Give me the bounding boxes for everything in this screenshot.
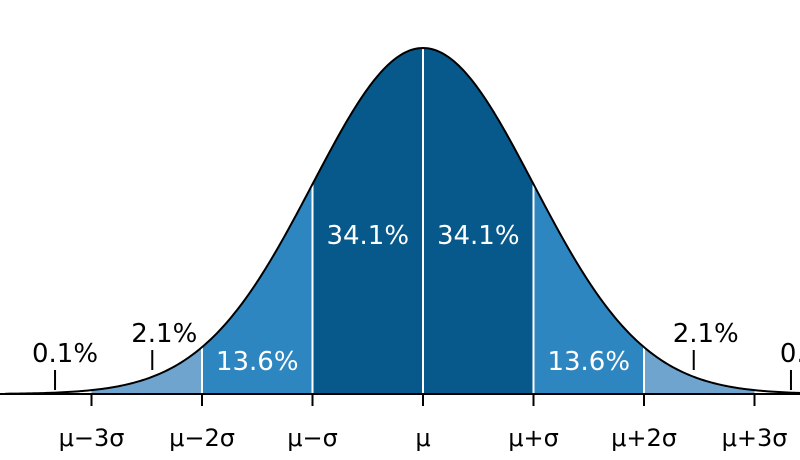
x-tick-label: μ+σ (508, 424, 559, 452)
density-curve (5, 46, 800, 395)
x-tick-label: μ (415, 424, 430, 452)
region-percent-label: 13.6% (216, 347, 299, 377)
x-axis-tick-labels: μ−3σ μ−2σ μ−σ μ μ+σ μ+2σ μ+3σ (59, 424, 788, 452)
x-tick-label: μ−2σ (169, 424, 235, 452)
x-tick-label: μ+2σ (611, 424, 677, 452)
percent-labels: 13.6% 34.1% 34.1% 13.6% 2.1% 2.1% 0.1% 0.1% (32, 221, 800, 390)
x-tick-label: μ−σ (287, 424, 338, 452)
outside-percent-label: 2.1% (131, 319, 197, 349)
tail-percent-label: 0.1% (32, 339, 98, 369)
sigma-dividers (201, 48, 645, 394)
region-5 (644, 347, 755, 394)
region-percent-label: 34.1% (326, 221, 409, 251)
region-percent-label: 34.1% (437, 221, 520, 251)
region-percent-label: 13.6% (547, 347, 630, 377)
region-0 (91, 347, 202, 394)
outside-percent-label: 2.1% (673, 319, 739, 349)
tail-percent-label: 0.1% (780, 339, 800, 369)
x-tick-label: μ+3σ (722, 424, 788, 452)
x-axis-ticks (90, 394, 756, 406)
x-tick-label: μ−3σ (59, 424, 125, 452)
